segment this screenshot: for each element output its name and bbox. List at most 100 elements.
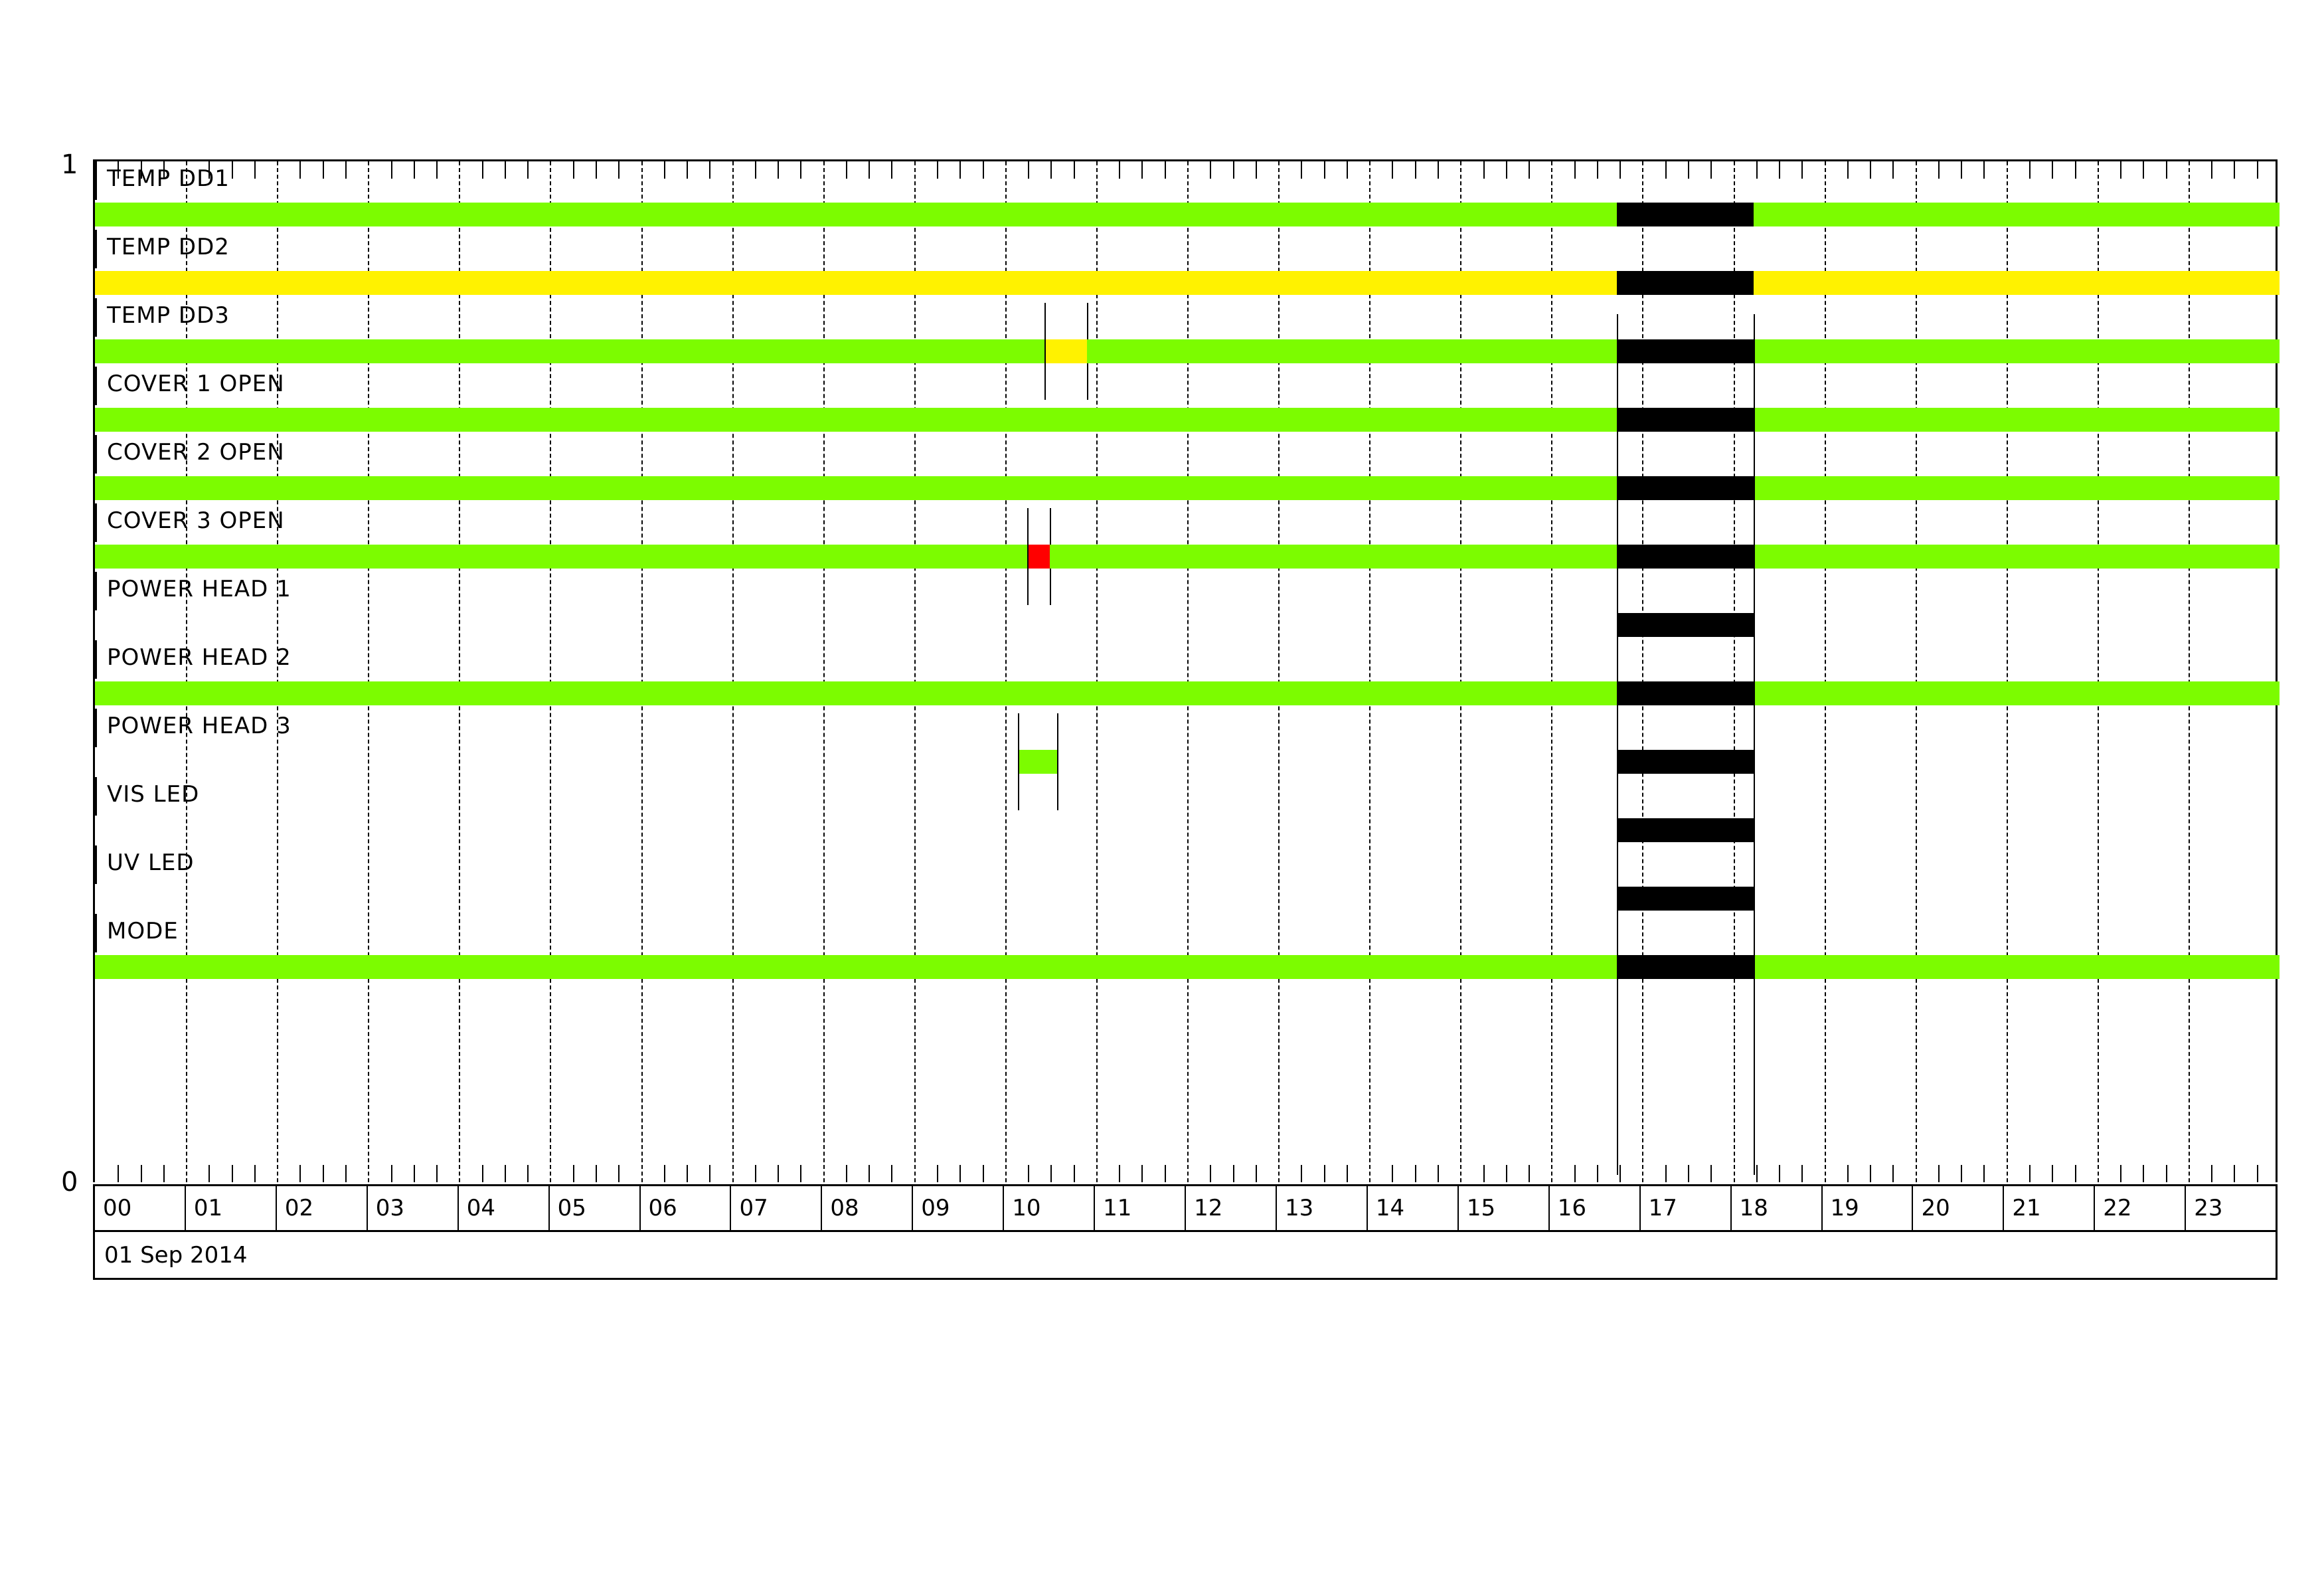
- hour-cell[interactable]: 00: [95, 1186, 186, 1230]
- state-segment[interactable]: [1617, 887, 1754, 911]
- state-segment[interactable]: [1617, 203, 1754, 226]
- state-segment[interactable]: [95, 545, 1027, 569]
- bottom-minor-tick: [322, 1165, 324, 1182]
- channel-row[interactable]: UV LED: [94, 845, 2276, 914]
- hour-gridline: [1005, 161, 1007, 1182]
- state-segment[interactable]: [1753, 955, 2280, 979]
- channel-row[interactable]: TEMP DD1: [94, 161, 2280, 230]
- channel-row[interactable]: COVER 2 OPEN: [94, 435, 2280, 503]
- channel-row[interactable]: TEMP DD2: [94, 230, 2280, 298]
- state-segment[interactable]: [1027, 545, 1050, 569]
- hour-cell[interactable]: 18: [1732, 1186, 1823, 1230]
- state-segment[interactable]: [95, 408, 1618, 432]
- hour-cell[interactable]: 17: [1641, 1186, 1732, 1230]
- channel-row[interactable]: POWER HEAD 3: [94, 709, 2276, 810]
- bottom-minor-tick: [2074, 1165, 2076, 1182]
- state-segment[interactable]: [1753, 681, 2280, 705]
- state-segment[interactable]: [1753, 271, 2280, 295]
- hour-cell[interactable]: 16: [1550, 1186, 1641, 1230]
- state-segment[interactable]: [1753, 203, 2280, 226]
- hour-cell[interactable]: 23: [2186, 1186, 2276, 1230]
- bottom-minor-tick: [390, 1165, 392, 1182]
- event-marker-guide: [1056, 713, 1058, 810]
- hour-cell[interactable]: 13: [1277, 1186, 1368, 1230]
- state-segment[interactable]: [1753, 476, 2280, 500]
- channel-row[interactable]: POWER HEAD 1: [94, 572, 2276, 640]
- state-segment[interactable]: [95, 271, 1618, 295]
- hour-gridline: [1551, 161, 1553, 1182]
- top-minor-tick: [140, 161, 142, 179]
- hour-gridline: [732, 161, 734, 1182]
- state-segment[interactable]: [1753, 339, 2280, 363]
- hour-cell[interactable]: 22: [2095, 1186, 2187, 1230]
- bottom-minor-tick: [1961, 1165, 1963, 1182]
- state-segment[interactable]: [1044, 339, 1088, 363]
- state-segment[interactable]: [1087, 339, 1618, 363]
- state-segment[interactable]: [1753, 545, 2280, 569]
- state-segment[interactable]: [1617, 818, 1754, 842]
- state-segment[interactable]: [95, 476, 1618, 500]
- top-minor-tick: [1529, 161, 1531, 179]
- channel-row-tick: [94, 572, 97, 610]
- hour-cell[interactable]: 21: [2004, 1186, 2096, 1230]
- hour-gridline: [1642, 161, 1644, 1182]
- state-segment[interactable]: [1617, 955, 1754, 979]
- hour-cell[interactable]: 07: [731, 1186, 823, 1230]
- bottom-minor-tick: [1983, 1165, 1985, 1182]
- channel-row[interactable]: MODE: [94, 914, 2280, 982]
- hour-cell[interactable]: 06: [641, 1186, 732, 1230]
- state-segment[interactable]: [95, 339, 1044, 363]
- channel-row[interactable]: TEMP DD3: [94, 298, 2280, 400]
- hour-cell[interactable]: 01: [186, 1186, 277, 1230]
- bottom-minor-tick: [2052, 1165, 2054, 1182]
- channel-band: [95, 818, 2280, 842]
- state-segment[interactable]: [1617, 339, 1754, 363]
- hour-cell[interactable]: 08: [822, 1186, 914, 1230]
- state-segment[interactable]: [1753, 408, 2280, 432]
- outage-boundary-line: [1753, 314, 1755, 1175]
- channel-row[interactable]: VIS LED: [94, 777, 2276, 845]
- hour-label: 22: [2103, 1195, 2132, 1221]
- state-segment[interactable]: [1617, 681, 1754, 705]
- state-segment[interactable]: [1018, 750, 1057, 774]
- hour-cell[interactable]: 20: [1913, 1186, 2005, 1230]
- state-segment[interactable]: [95, 203, 1618, 226]
- hour-cell[interactable]: 19: [1823, 1186, 1914, 1230]
- channel-row[interactable]: POWER HEAD 2: [94, 640, 2280, 709]
- hour-cell[interactable]: 04: [459, 1186, 550, 1230]
- event-marker-guide: [1044, 303, 1046, 400]
- state-segment[interactable]: [1617, 408, 1754, 432]
- top-minor-tick: [663, 161, 665, 179]
- top-minor-tick: [1779, 161, 1781, 179]
- state-segment[interactable]: [1050, 545, 1618, 569]
- hour-cell[interactable]: 14: [1368, 1186, 1459, 1230]
- state-segment[interactable]: [95, 955, 1618, 979]
- top-minor-tick: [1210, 161, 1212, 179]
- hour-cell[interactable]: 05: [550, 1186, 641, 1230]
- state-segment[interactable]: [1617, 476, 1754, 500]
- hour-gridline: [550, 161, 552, 1182]
- top-minor-tick: [1414, 161, 1416, 179]
- state-segment[interactable]: [1617, 271, 1754, 295]
- state-segment[interactable]: [1617, 750, 1754, 774]
- hour-cell[interactable]: 02: [277, 1186, 368, 1230]
- hour-cell[interactable]: 09: [913, 1186, 1005, 1230]
- channel-row-tick: [94, 435, 97, 474]
- top-minor-tick: [618, 161, 620, 179]
- channel-row[interactable]: COVER 1 OPEN: [94, 367, 2280, 435]
- bottom-minor-tick: [595, 1165, 597, 1182]
- state-segment[interactable]: [1617, 613, 1754, 637]
- hour-cell[interactable]: 15: [1459, 1186, 1550, 1230]
- hour-cell[interactable]: 12: [1186, 1186, 1277, 1230]
- hour-cell[interactable]: 03: [368, 1186, 459, 1230]
- channel-band: [95, 508, 2280, 605]
- top-minor-tick: [1687, 161, 1689, 179]
- hour-cell[interactable]: 10: [1004, 1186, 1096, 1230]
- top-minor-tick: [1323, 161, 1325, 179]
- channel-row[interactable]: COVER 3 OPEN: [94, 503, 2280, 605]
- state-segment[interactable]: [1617, 545, 1754, 569]
- state-segment[interactable]: [95, 681, 1618, 705]
- hour-cell[interactable]: 11: [1095, 1186, 1187, 1230]
- hour-label: 20: [1921, 1195, 1950, 1221]
